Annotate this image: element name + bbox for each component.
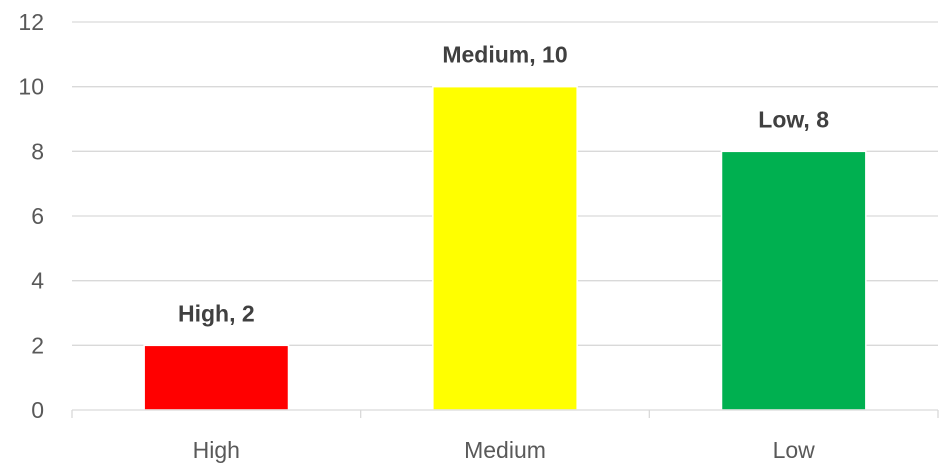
y-tick-label: 12 — [18, 9, 44, 35]
axis-layer — [71, 409, 939, 418]
y-tick-label: 2 — [31, 332, 44, 358]
x-tick-label-medium: Medium — [464, 437, 546, 463]
y-tick-label: 4 — [31, 268, 44, 294]
x-tick-label-low: Low — [773, 437, 816, 463]
data-label-medium: Medium, 10 — [442, 42, 567, 68]
x-tick-label-high: High — [193, 437, 240, 463]
bars-layer — [143, 85, 867, 411]
y-tick-label: 8 — [31, 138, 44, 164]
bar-medium — [432, 85, 578, 411]
labels-layer: 0 2 4 6 8 10 12 High Medium Low High, 2 Medium, 10 L… — [18, 9, 829, 463]
y-tick-label: 10 — [18, 74, 44, 100]
data-label-high: High, 2 — [178, 300, 255, 326]
bar-low — [720, 150, 867, 411]
y-tick-label: 0 — [31, 397, 44, 423]
data-label-low: Low, 8 — [758, 106, 829, 132]
bar-high — [143, 344, 290, 411]
y-tick-label: 6 — [31, 203, 44, 229]
